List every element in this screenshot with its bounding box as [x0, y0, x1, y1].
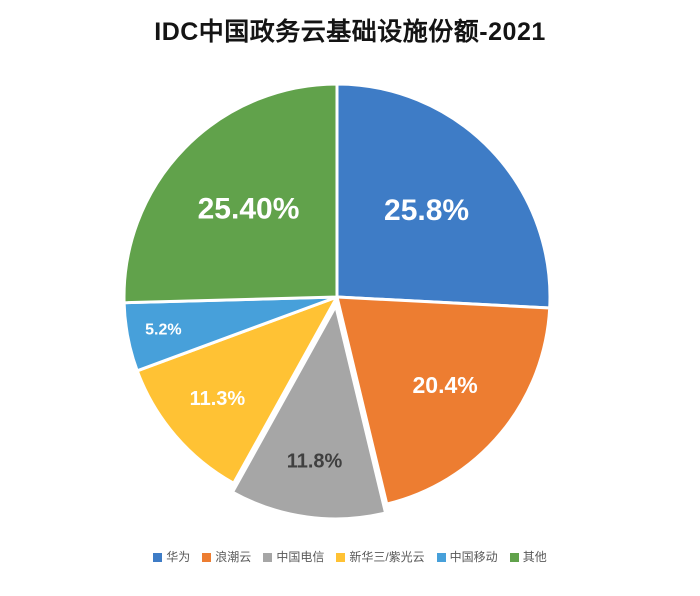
- legend-label: 中国电信: [276, 550, 325, 564]
- legend-label: 新华三/紫光云: [349, 550, 425, 564]
- legend-swatch: [436, 552, 446, 562]
- pie-slice-label: 25.8%: [384, 194, 469, 227]
- legend-swatch: [202, 552, 212, 562]
- legend-label: 其他: [522, 550, 547, 564]
- pie-slice-5: [122, 82, 339, 305]
- legend-label: 中国移动: [449, 550, 498, 564]
- legend-label: 华为: [166, 550, 191, 564]
- legend-swatch: [153, 552, 163, 562]
- legend-item-2: 中国电信: [263, 551, 324, 563]
- pie-chart: 25.8% 20.4% 11.8% 11.3% 5.2% 25.40%: [122, 82, 552, 521]
- pie-slice-label: 11.3%: [190, 388, 246, 410]
- chart-legend: 华为 浪潮云 中国电信 新华三/紫光云 中国移动 其他: [153, 550, 547, 564]
- chart-title: IDC中国政务云基础设施份额-2021: [154, 18, 546, 46]
- pie-slice-2: [230, 304, 388, 521]
- legend-item-5: 其他: [509, 550, 547, 564]
- legend-item-0: 华为: [153, 551, 190, 563]
- legend-swatch: [509, 552, 519, 562]
- legend-swatch: [336, 552, 346, 562]
- legend-label: 浪潮云: [215, 550, 252, 564]
- pie-slice-3: [135, 295, 339, 485]
- pie-slice-label: 5.2%: [145, 322, 181, 339]
- pie-slice-1: [335, 295, 552, 506]
- legend-item-1: 浪潮云: [202, 551, 251, 563]
- pie-slice-label: 11.8%: [287, 450, 343, 472]
- pie-slice-label: 20.4%: [412, 372, 477, 398]
- legend-item-3: 新华三/紫光云: [336, 550, 425, 564]
- legend-item-4: 中国移动: [436, 550, 498, 564]
- pie-slice-0: [335, 82, 552, 310]
- legend-swatch: [263, 552, 273, 562]
- pie-slice-label: 25.40%: [198, 193, 300, 226]
